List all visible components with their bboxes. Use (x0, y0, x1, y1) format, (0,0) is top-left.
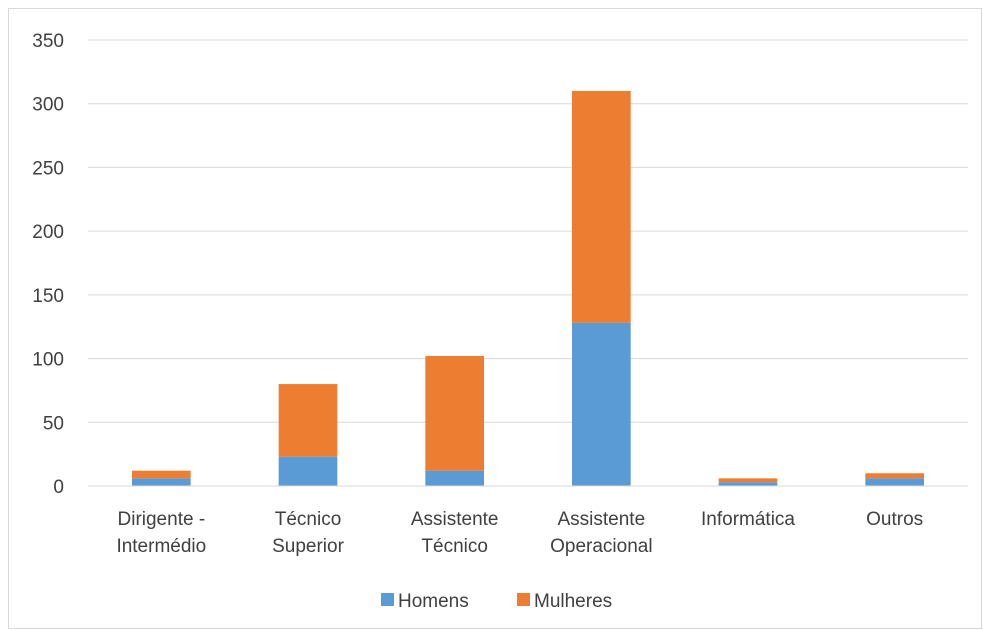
bar-homens-1 (278, 456, 338, 486)
y-axis-ticks: 0 50 100 150 200 250 300 350 (32, 31, 64, 498)
bar-homens-3 (572, 322, 631, 486)
legend-label-homens: Homens (398, 591, 469, 612)
x-axis-labels: Dirigente - Intermédio Técnico Superior Assi… (116, 509, 923, 557)
bar-mulheres-3 (572, 90, 631, 323)
x-category-label: Superior (272, 536, 344, 557)
bar-mulheres-2 (425, 356, 484, 471)
x-category-label: Assistente (558, 509, 646, 530)
bar-mulheres-0 (132, 470, 191, 479)
x-category-label: Outros (866, 509, 923, 530)
bar-mulheres-5 (865, 473, 924, 479)
y-tick-label: 250 (32, 158, 64, 179)
y-tick-label: 350 (32, 31, 64, 52)
x-category-label: Operacional (550, 536, 652, 557)
bar-homens-5 (865, 478, 924, 486)
bar-homens-4 (718, 482, 778, 486)
bar-homens-2 (425, 470, 484, 486)
y-tick-label: 50 (43, 413, 64, 434)
y-tick-label: 200 (32, 222, 64, 243)
legend-label-mulheres: Mulheres (534, 591, 612, 612)
gridlines (88, 39, 968, 423)
bar-mulheres-1 (278, 384, 338, 457)
bar-mulheres-4 (718, 478, 778, 483)
y-tick-label: 300 (32, 95, 64, 116)
x-category-label: Técnico (275, 509, 342, 530)
x-category-label: Intermédio (116, 536, 206, 557)
y-tick-label: 100 (32, 350, 64, 371)
legend: Homens Mulheres (381, 591, 612, 612)
x-category-label: Assistente (411, 509, 499, 530)
bar-homens-0 (132, 478, 191, 486)
bars (132, 90, 924, 486)
y-tick-label: 0 (53, 477, 64, 498)
legend-swatch-mulheres (517, 593, 530, 606)
chart-frame (8, 8, 982, 629)
y-tick-label: 150 (32, 286, 64, 307)
x-category-label: Dirigente - (118, 509, 206, 530)
x-category-label: Informática (701, 509, 795, 530)
x-category-label: Técnico (421, 536, 488, 557)
legend-swatch-homens (381, 593, 394, 606)
